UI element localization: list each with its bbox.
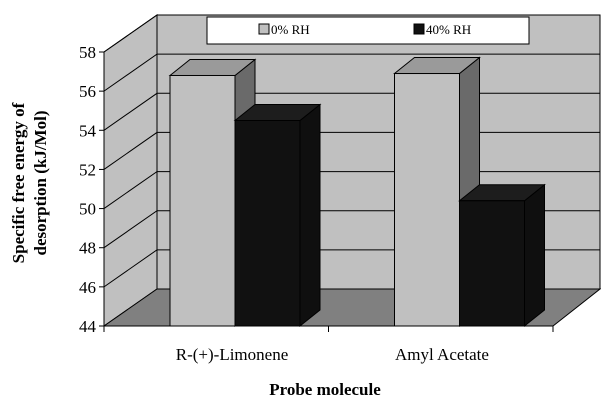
legend-label-0-rh: 0% RH (271, 22, 310, 37)
y-tick-label: 54 (79, 121, 97, 140)
y-tick-label: 58 (79, 43, 96, 62)
chart-side-wall (103, 14, 158, 327)
y-tick-label: 50 (79, 200, 96, 219)
legend-label-40-rh: 40% RH (426, 22, 471, 37)
y-axis-title-line-1: Specific free energy of (9, 102, 28, 263)
x-axis-title: Probe molecule (269, 380, 381, 399)
category-label-limonene: R-(+)-Limonene (176, 345, 289, 364)
bar-0-rh-amyl-acetate (393, 56, 481, 328)
y-tick-label: 44 (79, 317, 97, 336)
bar-40-rh-amyl-acetate (458, 183, 546, 328)
legend-box (206, 16, 530, 45)
gridline (103, 53, 600, 92)
gridline (103, 14, 600, 53)
bar-40-rh-limonene (233, 103, 322, 328)
y-axis-title-line-2: desorption (kJ/Mol) (31, 111, 50, 256)
y-tick-label: 52 (79, 160, 96, 179)
legend: 0% RH 40% RH (206, 16, 530, 45)
legend-swatch-40-rh (413, 23, 425, 35)
bars (168, 56, 546, 328)
y-tick-label: 56 (79, 82, 96, 101)
category-label-amyl-acetate: Amyl Acetate (395, 345, 489, 364)
y-tick-label: 46 (79, 278, 96, 297)
legend-swatch-0-rh (258, 23, 270, 35)
y-tick-label: 48 (79, 239, 96, 258)
axes: 44 46 48 50 52 54 56 58 (79, 43, 554, 336)
